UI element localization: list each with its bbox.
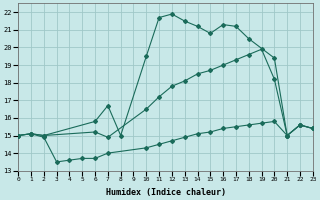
X-axis label: Humidex (Indice chaleur): Humidex (Indice chaleur) [106,188,226,197]
